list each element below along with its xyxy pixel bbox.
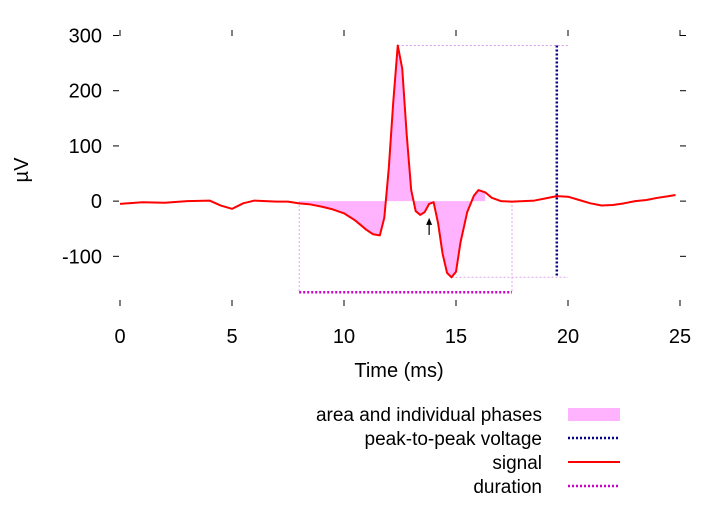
y-tick-label: 300: [69, 26, 102, 48]
legend-entry: signal: [492, 453, 620, 474]
legend-entry: peak-to-peak voltage: [365, 429, 620, 450]
x-tick-label: 20: [557, 326, 579, 348]
annotation-arrow-head: [426, 217, 433, 225]
legend-label: peak-to-peak voltage: [365, 429, 542, 450]
x-tick-label: 15: [445, 326, 467, 348]
legend-label: signal: [492, 453, 542, 474]
legend: area and individual phases peak-to-peak v…: [316, 405, 620, 498]
area-fills: [299, 45, 486, 278]
area-phases-fill: [299, 45, 486, 278]
signal-line: [119, 44, 676, 279]
annotation-layer: [426, 217, 433, 235]
x-axis-title: Time (ms): [354, 360, 443, 382]
legend-swatch-fill: [568, 408, 620, 421]
legend-entry: area and individual phases: [316, 405, 620, 426]
y-tick-label: 0: [91, 191, 102, 213]
axes: 0 5 10 15 20 25 -100 0 100 200 300: [62, 26, 691, 348]
x-tick-label: 0: [114, 326, 125, 348]
y-tick-label: 100: [69, 136, 102, 158]
legend-label: duration: [473, 477, 542, 498]
y-tick-label: -100: [62, 246, 102, 268]
y-axis-title: µV: [11, 157, 33, 183]
guide-lines: [298, 44, 568, 294]
legend-label: area and individual phases: [316, 405, 542, 426]
signal-layer: [119, 44, 676, 279]
x-tick-label: 5: [226, 326, 237, 348]
x-tick-label: 25: [669, 326, 691, 348]
x-tick-label: 10: [333, 326, 355, 348]
legend-entry: duration: [473, 477, 620, 498]
y-tick-label: 200: [69, 81, 102, 103]
